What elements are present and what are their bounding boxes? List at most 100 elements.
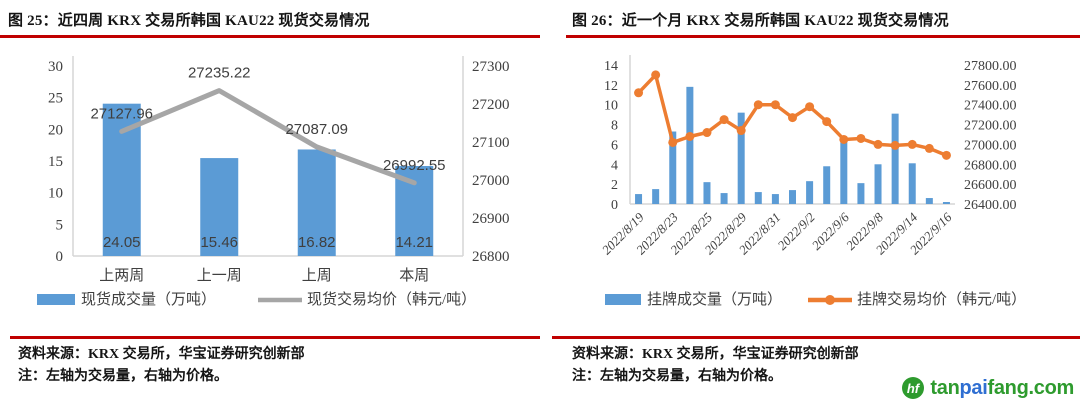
left-axis-tick-label: 20 — [48, 122, 63, 138]
right-panel-header: 图 26：近一个月 KRX 交易所韩国 KAU22 现货交易情况 — [540, 0, 1080, 38]
logo-text-tan: tan — [930, 377, 960, 399]
price-data-point — [924, 143, 934, 153]
left-axis-tick-label: 15 — [48, 154, 63, 170]
left-axis-tick-label: 6 — [611, 138, 618, 153]
volume-bar — [789, 190, 796, 204]
right-note-text: 注：左轴为交易量，右轴为价格。 — [572, 369, 782, 384]
left-title-underline — [0, 35, 540, 38]
price-data-point — [788, 113, 797, 123]
left-axis-tick-label: 14 — [604, 59, 618, 74]
volume-bar — [891, 113, 899, 204]
volume-bar — [297, 149, 336, 256]
volume-bar — [635, 194, 643, 204]
left-axis-tick-label: 12 — [604, 79, 618, 94]
left-axis-tick-label: 0 — [611, 198, 618, 213]
tanpaifang-logo: hf tanpaifang.com — [901, 376, 1074, 400]
bar-value-label: 24.05 — [103, 234, 141, 251]
right-axis-tick-label: 27800.00 — [964, 59, 1017, 74]
price-data-point — [822, 117, 832, 127]
legend-line-label: 挂牌交易均价（韩元/吨） — [857, 290, 1026, 308]
legend-line-label: 现货交易均价（韩元/吨） — [307, 290, 476, 308]
price-data-point — [668, 137, 678, 147]
left-chart-title: 图 25：近四周 KRX 交易所韩国 KAU22 现货交易情况 — [8, 13, 370, 29]
left-panel-footer: 资料来源：KRX 交易所，华宝证券研究创新部 注：左轴为交易量，右轴为价格。 — [10, 336, 540, 408]
line-value-label: 27087.09 — [285, 121, 348, 138]
price-data-point — [856, 133, 866, 143]
line-value-label: 26992.55 — [383, 157, 446, 174]
volume-bar — [754, 192, 762, 204]
price-data-point — [907, 139, 917, 149]
left-axis-tick-label: 10 — [604, 99, 618, 114]
volume-bar — [942, 202, 950, 204]
left-axis-tick-label: 10 — [48, 186, 63, 202]
right-axis-tick-label: 26600.00 — [964, 178, 1017, 193]
volume-bar — [925, 198, 933, 204]
right-axis-tick-label: 27100 — [472, 135, 510, 151]
price-data-point — [651, 70, 661, 80]
price-data-point — [805, 102, 815, 112]
right-axis-tick-label: 27600.00 — [964, 79, 1017, 94]
logo-text-pai: pai — [959, 377, 988, 399]
tanpaifang-leaf-icon: hf — [902, 377, 925, 399]
volume-bar — [806, 181, 814, 204]
left-chart-svg: 0 5 10 15 20 25 30 26800 26900 27000 27100 27200 273… — [37, 56, 510, 308]
right-title-underline — [566, 35, 1080, 38]
volume-bar — [703, 182, 711, 204]
legend-bar-swatch — [605, 294, 641, 305]
right-chart: 0 2 4 6 8 10 12 14 26400.00 26600.00 26800.00 27000… — [540, 38, 1080, 336]
right-axis-tick-label: 26400.00 — [964, 198, 1017, 213]
logo-text-fang: fang.com — [987, 377, 1075, 399]
volume-bar — [200, 158, 239, 256]
volume-bar — [908, 163, 916, 204]
price-data-point — [719, 115, 729, 125]
volume-bar — [669, 131, 677, 204]
price-data-point — [839, 134, 849, 144]
price-line — [119, 88, 417, 186]
left-axis-tick-label: 5 — [56, 217, 64, 233]
volume-bar — [686, 86, 694, 204]
line-value-label: 27235.22 — [188, 65, 251, 82]
right-chart-title: 图 26：近一个月 KRX 交易所韩国 KAU22 现货交易情况 — [572, 13, 949, 29]
right-axis-tick-label: 27400.00 — [964, 99, 1017, 114]
right-panel: 图 26：近一个月 KRX 交易所韩国 KAU22 现货交易情况 0 2 4 6 8 10… — [540, 0, 1080, 408]
price-data-point — [890, 140, 900, 150]
price-data-point — [770, 100, 780, 110]
line-value-label: 27127.96 — [90, 105, 153, 122]
left-axis-tick-label: 0 — [56, 249, 64, 265]
legend-bar-label: 挂牌成交量（万吨） — [647, 290, 782, 308]
volume-bar — [720, 193, 728, 204]
x-axis-category-label: 本周 — [399, 267, 429, 284]
price-data-point — [736, 126, 746, 136]
left-axis-tick-label: 4 — [611, 158, 618, 173]
price-data-point — [702, 128, 712, 138]
right-axis-tick-label: 27000.00 — [964, 138, 1017, 153]
left-panel: 图 25：近四周 KRX 交易所韩国 KAU22 现货交易情况 0 5 10 15 20… — [0, 13, 540, 408]
right-axis-tick-label: 26800 — [472, 249, 510, 265]
x-axis-category-label: 上两周 — [99, 267, 144, 284]
legend-line-marker — [825, 295, 835, 305]
right-chart-svg: 0 2 4 6 8 10 12 14 26400.00 26600.00 26800.00 27000… — [599, 55, 1026, 308]
left-axis-tick-label: 2 — [611, 178, 618, 193]
left-axis-tick-label: 30 — [48, 59, 63, 75]
logo-monogram: hf — [907, 381, 921, 396]
volume-bar — [652, 189, 660, 204]
legend-bar-label: 现货成交量（万吨） — [81, 290, 216, 308]
legend-bar-swatch — [37, 294, 75, 305]
volume-bar — [857, 183, 865, 204]
right-panel-footer: 资料来源：KRX 交易所，华宝证券研究创新部 注：左轴为交易量，右轴为价格。 h… — [552, 336, 1080, 408]
price-data-point — [634, 88, 644, 98]
right-axis-tick-label: 27200 — [472, 97, 510, 113]
right-axis-tick-label: 26800.00 — [964, 158, 1017, 173]
right-axis-tick-label: 27300 — [472, 59, 510, 75]
bar-value-label: 14.21 — [395, 234, 433, 251]
right-source-text: 资料来源：KRX 交易所，华宝证券研究创新部 — [572, 347, 859, 362]
bar-value-label: 16.82 — [298, 234, 336, 251]
left-axis-tick-label: 25 — [48, 91, 63, 107]
price-data-point — [753, 100, 763, 110]
volume-bar — [771, 194, 779, 204]
volume-bar — [840, 140, 848, 204]
left-note-text: 注：左轴为交易量，右轴为价格。 — [18, 369, 228, 384]
x-axis-category-label: 上周 — [302, 267, 332, 284]
bar-value-label: 15.46 — [200, 234, 238, 251]
